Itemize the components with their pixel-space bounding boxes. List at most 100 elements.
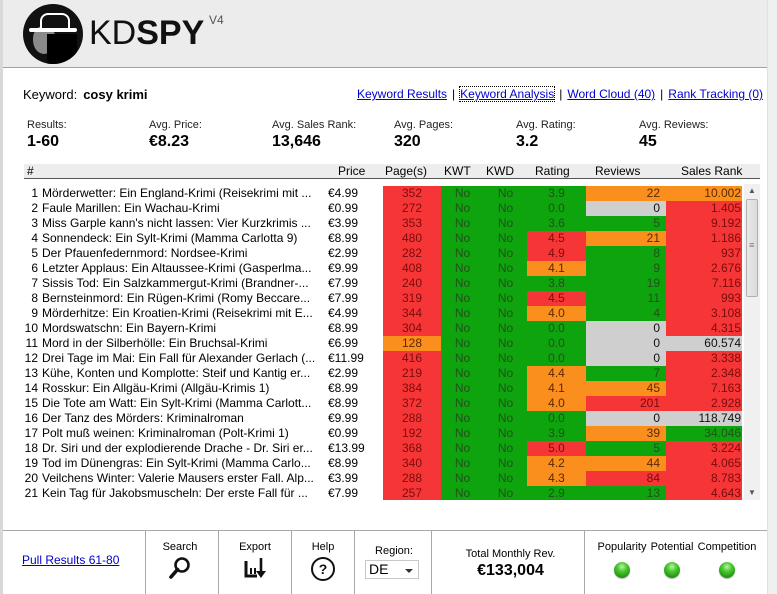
table-row[interactable]: 9 Mörderhitze: Ein Kroatien-Krimi (Reisek… — [24, 306, 742, 321]
tab-rank-tracking[interactable]: Rank Tracking (0) — [668, 87, 763, 101]
table-row[interactable]: 8 Bernsteinmord: Ein Rügen-Krimi (Romy Be… — [24, 291, 742, 306]
cell-kwt: No — [441, 246, 484, 261]
cell-rating: 3.6 — [527, 216, 586, 231]
cell-row-number: 14 — [24, 381, 38, 395]
cell-book-title: Sonnendeck: Ein Sylt-Krimi (Mamma Carlot… — [42, 231, 298, 245]
cell-rating: 4.5 — [527, 291, 586, 306]
table-row[interactable]: 15 Die Tote am Watt: Ein Sylt-Krimi (Mamm… — [24, 396, 742, 411]
export-button[interactable]: Export — [229, 541, 281, 580]
green-status-dot-icon — [664, 562, 680, 578]
table-row[interactable]: 4 Sonnendeck: Ein Sylt-Krimi (Mamma Carlo… — [24, 231, 742, 246]
cell-book-title: Rosskur: Ein Allgäu-Krimi (Allgäu-Krimis… — [42, 381, 270, 395]
cell-sales-rank: 4.065 — [666, 456, 742, 471]
col-header-rating[interactable]: Rating — [535, 164, 570, 178]
cell-price: €7.99 — [328, 291, 359, 305]
cell-sales-rank: 9.192 — [666, 216, 742, 231]
cell-pages: 344 — [383, 306, 441, 321]
cell-book-title: Tod im Dünengras: Ein Sylt-Krimi (Mamma … — [42, 456, 311, 470]
col-header-price[interactable]: Price — [338, 164, 366, 178]
svg-text:?: ? — [319, 561, 328, 577]
col-header-reviews[interactable]: Reviews — [595, 164, 641, 178]
table-row[interactable]: 20 Veilchens Winter: Valerie Mausers erst… — [24, 471, 742, 486]
cell-row-number: 21 — [24, 486, 38, 500]
col-header-sales-rank[interactable]: Sales Rank — [681, 164, 743, 178]
cell-rating: 4.2 — [527, 456, 586, 471]
stat-value: 1-60 — [27, 133, 60, 150]
col-header-pages[interactable]: Page(s) — [385, 164, 428, 178]
export-label: Export — [239, 541, 271, 553]
cell-sales-rank: 937 — [666, 246, 742, 261]
cell-kwt: No — [441, 276, 484, 291]
col-header-kwt[interactable]: KWT — [444, 164, 471, 178]
cell-row-number: 4 — [31, 231, 38, 245]
cell-rating: 3.8 — [527, 276, 586, 291]
cell-book-title: Kein Tag für Jakobsmuscheln: Der erste F… — [42, 486, 308, 500]
table-row[interactable]: 19 Tod im Dünengras: Ein Sylt-Krimi (Mamm… — [24, 456, 742, 471]
cell-row-number: 11 — [25, 336, 38, 350]
table-row[interactable]: 13 Kühe, Konten und Komplotte: Steif und … — [24, 366, 742, 381]
tab-keyword-analysis[interactable]: Keyword Analysis — [459, 86, 556, 102]
col-header-kwd[interactable]: KWD — [486, 164, 514, 178]
table-row[interactable]: 17 Polt muß weinen: Kriminalroman (Polt-K… — [24, 426, 742, 441]
scroll-thumb[interactable]: ≡ — [746, 199, 758, 297]
cell-pages: 408 — [383, 261, 441, 276]
cell-price: €8.99 — [328, 396, 359, 410]
table-row[interactable]: 6 Letzter Applaus: Ein Altaussee-Krimi (G… — [24, 261, 742, 276]
cell-sales-rank: 1.405 — [666, 201, 742, 216]
scroll-down-arrow-icon[interactable]: ▼ — [748, 488, 756, 497]
search-button[interactable]: Search — [155, 541, 205, 580]
cell-rating: 4.0 — [527, 306, 586, 321]
stat-value: 320 — [394, 133, 421, 150]
cell-row-number: 8 — [31, 291, 38, 305]
cell-pages: 282 — [383, 246, 441, 261]
cell-row-number: 17 — [24, 426, 38, 440]
cell-sales-rank: 8.783 — [666, 471, 742, 486]
table-row[interactable]: 10 Mordswatschn: Ein Bayern-Krimi €8.99 304… — [24, 321, 742, 336]
table-row[interactable]: 11 Mord in der Silberhölle: Ein Bruchsal-… — [24, 336, 742, 351]
cell-book-title: Letzter Applaus: Ein Altaussee-Krimi (Ga… — [42, 261, 312, 275]
table-row[interactable]: 2 Faule Marillen: Ein Wachau-Krimi €0.99 27… — [24, 201, 742, 216]
search-icon — [169, 557, 190, 579]
table-row[interactable]: 12 Drei Tage im Mai: Ein Fall für Alexand… — [24, 351, 742, 366]
table-row[interactable]: 1 Mörderwetter: Ein England-Krimi (Reisek… — [24, 186, 742, 201]
region-select[interactable]: DE — [365, 560, 419, 579]
table-row[interactable]: 18 Dr. Siri und der explodierende Drache … — [24, 441, 742, 456]
cell-kwt: No — [441, 231, 484, 246]
table-row[interactable]: 3 Miss Garple kann's nicht lassen: Vier K… — [24, 216, 742, 231]
tab-word-cloud[interactable]: Word Cloud (40) — [567, 87, 656, 101]
cell-sales-rank: 993 — [666, 291, 742, 306]
cell-kwd: No — [484, 411, 527, 426]
revenue-value: €133,004 — [477, 562, 544, 579]
cell-sales-rank: 2.676 — [666, 261, 742, 276]
cell-price: €3.99 — [328, 471, 359, 485]
cell-pages: 304 — [383, 321, 441, 336]
window-left-edge — [0, 0, 3, 594]
cell-book-title: Mörderhitze: Ein Kroatien-Krimi (Reisekr… — [42, 306, 313, 320]
cell-price: €4.99 — [328, 306, 359, 320]
cell-kwd: No — [484, 351, 527, 366]
cell-row-number: 19 — [24, 456, 38, 470]
scroll-up-arrow-icon[interactable]: ▲ — [748, 186, 756, 195]
cell-sales-rank: 4.315 — [666, 321, 742, 336]
cell-kwt: No — [441, 321, 484, 336]
cell-kwd: No — [484, 321, 527, 336]
cell-pages: 368 — [383, 441, 441, 456]
table-row[interactable]: 14 Rosskur: Ein Allgäu-Krimi (Allgäu-Krim… — [24, 381, 742, 396]
table-row[interactable]: 5 Der Pfauenfedernmord: Nordsee-Krimi €2.9… — [24, 246, 742, 261]
results-table: # Price Page(s) KWT KWD Rating Reviews S… — [24, 164, 760, 502]
cell-price: €0.99 — [328, 201, 359, 215]
tab-keyword-results[interactable]: Keyword Results — [357, 87, 448, 101]
cell-kwt: No — [441, 411, 484, 426]
table-row[interactable]: 21 Kein Tag für Jakobsmuscheln: Der erste… — [24, 486, 742, 500]
stat-label: Avg. Pages: — [394, 119, 454, 131]
table-row[interactable]: 16 Der Tanz des Mörders: Kriminalroman €9.… — [24, 411, 742, 426]
cell-rating: 3.9 — [527, 426, 586, 441]
table-scrollbar[interactable]: ▲ ≡ ▼ — [744, 184, 760, 500]
help-button[interactable]: Help ? — [300, 541, 346, 582]
cell-reviews: 11 — [586, 291, 666, 306]
pull-results-link[interactable]: Pull Results 61-80 — [22, 553, 120, 567]
cell-price: €8.99 — [328, 381, 359, 395]
cell-pages: 319 — [383, 291, 441, 306]
col-header-num[interactable]: # — [27, 164, 34, 178]
table-row[interactable]: 7 Sissis Tod: Ein Salzkammergut-Krimi (Br… — [24, 276, 742, 291]
